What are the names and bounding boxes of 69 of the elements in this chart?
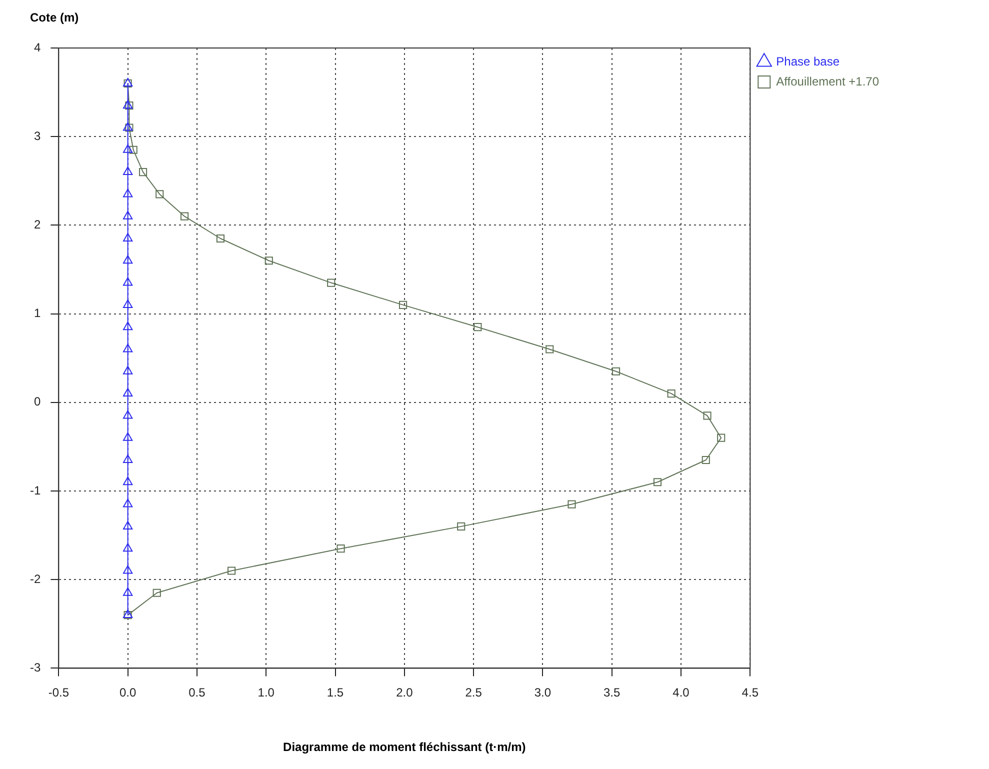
point <box>125 124 134 132</box>
point <box>156 190 164 198</box>
point <box>568 500 576 508</box>
point <box>122 388 133 397</box>
y-tick-label: -3 <box>30 660 41 675</box>
point <box>122 322 133 330</box>
point <box>264 256 273 265</box>
point <box>152 588 161 597</box>
point <box>122 520 133 530</box>
legend-label: Affouillement +1.70 <box>776 74 880 88</box>
y-tick-label: -1 <box>30 483 41 498</box>
x-tick-label: 0.5 <box>188 686 206 700</box>
y-tick-label: 3 <box>34 128 41 143</box>
point <box>122 122 133 131</box>
y-tick-label: -2 <box>30 572 41 586</box>
x-tick-label: 3.5 <box>604 686 621 700</box>
point <box>122 366 133 374</box>
point <box>122 432 133 441</box>
point <box>122 188 133 198</box>
y-tick-label: 2 <box>34 218 41 232</box>
point <box>122 344 133 352</box>
point <box>122 476 133 486</box>
point <box>122 565 133 574</box>
y-tick-label: 1 <box>34 306 41 320</box>
point <box>122 144 133 153</box>
point <box>122 299 133 308</box>
x-tick-label: 1.0 <box>258 686 275 700</box>
point <box>122 166 133 176</box>
point <box>129 146 138 154</box>
y-tick-label: 4 <box>34 40 41 54</box>
point <box>138 168 148 176</box>
point <box>122 543 133 552</box>
point <box>702 456 710 464</box>
point <box>122 587 133 596</box>
y-tick-label: 0 <box>34 394 41 409</box>
x-tick-label: 2.0 <box>396 686 414 700</box>
point <box>398 300 408 309</box>
point <box>216 234 225 243</box>
x-axis-title: Diagramme de moment fléchissant (t·m/m) <box>283 740 526 754</box>
point <box>122 100 133 109</box>
point <box>653 478 662 486</box>
point <box>122 454 133 463</box>
point <box>125 102 134 110</box>
point <box>703 412 712 420</box>
point <box>228 566 236 575</box>
point <box>122 210 133 220</box>
x-tick-label: -0.5 <box>48 686 70 700</box>
point <box>122 277 133 286</box>
point <box>457 522 466 530</box>
point <box>546 345 554 354</box>
point <box>717 434 726 442</box>
point <box>667 390 676 398</box>
x-tick-label: 4.0 <box>672 686 690 700</box>
point <box>336 544 345 553</box>
x-tick-label: 4.5 <box>742 686 759 700</box>
x-tick-label: 2.5 <box>465 686 482 700</box>
point <box>122 410 133 419</box>
point <box>122 255 133 264</box>
point <box>474 323 482 332</box>
point <box>122 498 133 508</box>
x-tick-label: 0.0 <box>119 686 136 700</box>
y-axis-title: Cote (m) <box>30 10 79 24</box>
legend-label: Phase base <box>776 54 840 68</box>
point <box>180 212 189 220</box>
point <box>612 367 620 376</box>
point <box>327 278 336 287</box>
x-tick-label: 1.5 <box>326 686 344 700</box>
x-tick-label: 3.0 <box>534 686 552 700</box>
point <box>122 232 133 242</box>
